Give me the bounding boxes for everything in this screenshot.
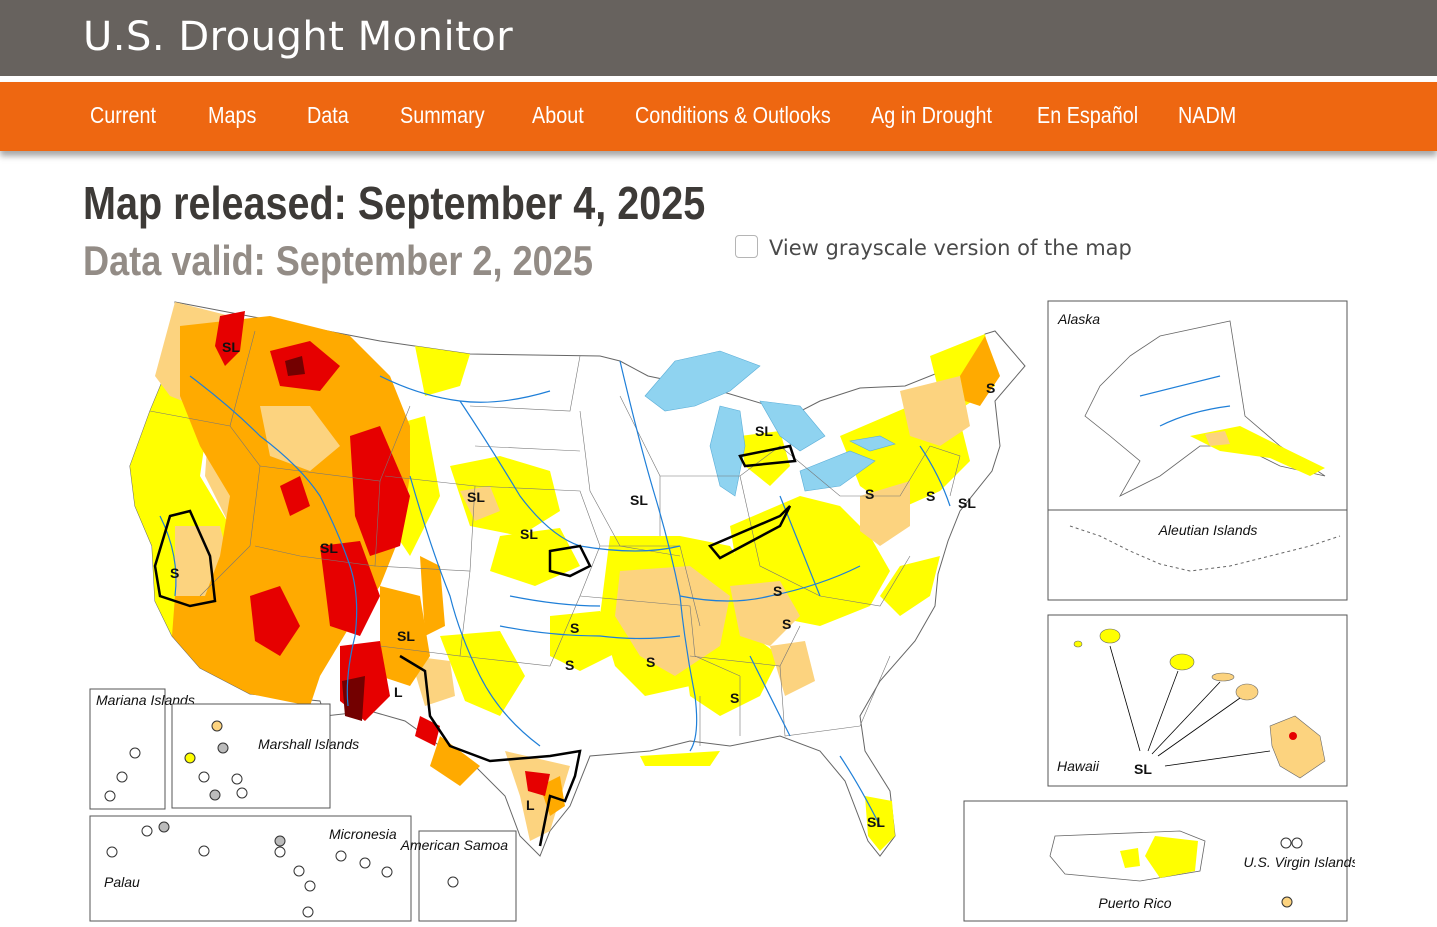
nav-data[interactable]: Data: [307, 102, 349, 128]
impact-l-label: L: [526, 797, 535, 813]
data-valid-heading: Data valid: September 2, 2025: [83, 237, 593, 284]
puerto-rico-inset: Puerto Rico U.S. Virgin Islands: [963, 800, 1355, 922]
impact-sl-label: SL: [520, 526, 538, 542]
impact-sl-label: SL: [867, 814, 885, 830]
nav-en-espanol[interactable]: En Español: [1037, 102, 1139, 128]
impact-s-label: S: [170, 565, 179, 581]
hawaii-sl-label: SL: [1134, 761, 1152, 777]
impact-s-label: S: [782, 616, 791, 632]
title-bar: U.S. Drought Monitor: [0, 0, 1437, 76]
impact-sl-label: SL: [958, 495, 976, 511]
impact-sl-label: SL: [320, 540, 338, 556]
header-divider: [0, 76, 1437, 82]
great-lakes: [644, 350, 896, 497]
impact-boundaries: [153, 444, 797, 847]
puerto-rico-label: Puerto Rico: [1098, 895, 1171, 911]
samoa-inset: American Samoa: [400, 830, 517, 922]
aleutian-label: Aleutian Islands: [1158, 522, 1258, 538]
nav-nadm[interactable]: NADM: [1178, 102, 1237, 128]
impact-s-label: S: [646, 654, 655, 670]
grayscale-checkbox[interactable]: [735, 235, 758, 258]
impact-s-label: S: [986, 380, 995, 396]
micronesia-inset: Micronesia Palau: [89, 815, 412, 922]
marshall-label: Marshall Islands: [258, 736, 359, 752]
nav-about[interactable]: About: [532, 102, 584, 128]
mariana-label: Mariana Islands: [96, 692, 195, 708]
palau-label: Palau: [104, 874, 140, 890]
impact-labels: SL SL S SL SL SL SL S S SL S S S S S S S…: [170, 339, 995, 830]
impact-sl-label: SL: [397, 628, 415, 644]
impact-sl-label: SL: [630, 492, 648, 508]
nav-ag-in-drought[interactable]: Ag in Drought: [871, 102, 992, 128]
samoa-label: American Samoa: [400, 837, 509, 853]
impact-s-label: S: [773, 583, 782, 599]
nav-summary[interactable]: Summary: [400, 102, 485, 128]
nav-maps[interactable]: Maps: [208, 102, 257, 128]
alaska-inset: Alaska: [1047, 300, 1348, 511]
map-released-heading: Map released: September 4, 2025: [83, 177, 706, 229]
impact-s-label: S: [565, 657, 574, 673]
marshall-inset: Marshall Islands: [171, 703, 359, 809]
micronesia-label: Micronesia: [329, 826, 397, 842]
impact-sl-label: SL: [222, 339, 240, 355]
impact-s-label: S: [926, 488, 935, 504]
rivers: [159, 360, 951, 827]
impact-s-label: S: [865, 486, 874, 502]
aleutian-inset: Aleutian Islands: [1047, 509, 1348, 601]
impact-sl-label: SL: [467, 489, 485, 505]
impact-s-label: S: [570, 620, 579, 636]
grayscale-label[interactable]: View grayscale version of the map: [769, 236, 1132, 260]
alaska-label: Alaska: [1057, 311, 1100, 327]
usvi-label: U.S. Virgin Islands: [1244, 854, 1355, 870]
hawaii-label: Hawaii: [1057, 758, 1100, 774]
nav-conditions-outlooks[interactable]: Conditions & Outlooks: [635, 102, 831, 128]
conus-map: SL SL S SL SL SL SL S S SL S S S S S S S…: [129, 301, 1105, 857]
main-nav: Current Maps Data Summary About Conditio…: [0, 82, 1437, 151]
drought-map: SL SL S SL SL SL SL S S SL S S S S S S S…: [89, 300, 1355, 922]
nav-current[interactable]: Current: [90, 102, 156, 128]
mariana-inset: Mariana Islands: [89, 688, 195, 810]
site-title[interactable]: U.S. Drought Monitor: [83, 14, 514, 60]
hawaii-inset: Hawaii SL: [1047, 614, 1348, 787]
impact-l-label: L: [394, 684, 403, 700]
impact-s-label: S: [730, 690, 739, 706]
hawaii-leader-lines: [1109, 645, 1271, 767]
impact-sl-label: SL: [755, 423, 773, 439]
